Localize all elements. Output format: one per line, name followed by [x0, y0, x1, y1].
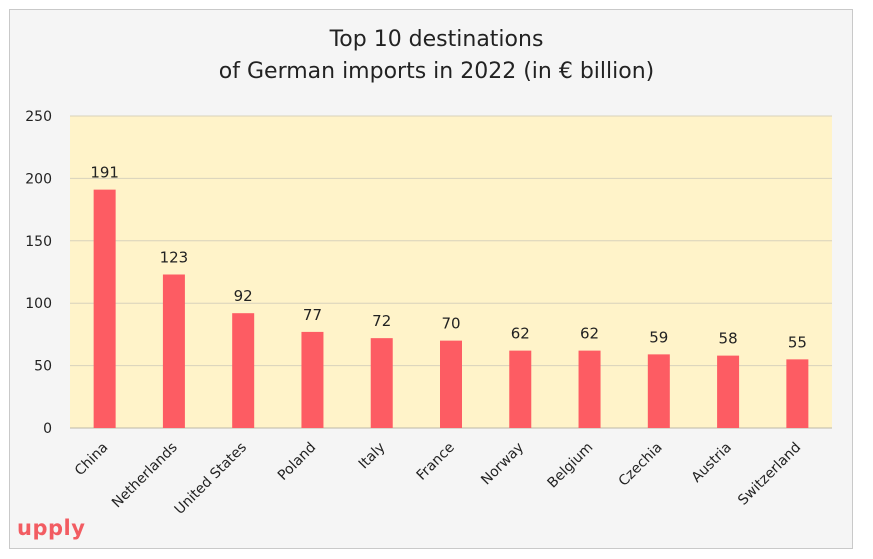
y-tick-label: 50: [34, 359, 52, 375]
x-tick-label: Norway: [478, 440, 527, 489]
y-tick-label: 150: [25, 234, 52, 250]
chart-title-line2: of German imports in 2022 (in € billion): [218, 59, 655, 84]
upply-logo: upply: [17, 516, 86, 540]
bar: [162, 274, 185, 428]
x-tick-label: Switzerland: [735, 440, 804, 509]
bar: [440, 340, 462, 428]
x-tick-label: Belgium: [544, 440, 596, 492]
x-tick-label: Czechia: [616, 440, 666, 490]
chart-title-line1: Top 10 destinations: [329, 27, 544, 52]
data-label: 77: [303, 306, 322, 324]
y-tick-label: 200: [25, 171, 52, 187]
chart-title: Top 10 destinations of German imports in…: [0, 24, 873, 88]
bar: [647, 354, 670, 428]
x-tick-label: Italy: [356, 440, 389, 473]
x-tick-label: France: [414, 440, 458, 484]
bar: [301, 331, 324, 428]
y-tick-label: 250: [25, 109, 52, 125]
x-tick-label: Poland: [275, 440, 319, 484]
x-tick-label: China: [72, 440, 112, 480]
data-label: 59: [649, 328, 668, 346]
bar: [370, 338, 393, 428]
data-label: 62: [511, 325, 530, 343]
bar: [232, 313, 255, 428]
bar: [717, 355, 740, 428]
y-tick-label: 100: [25, 296, 52, 312]
data-label: 58: [719, 330, 738, 348]
data-label: 55: [788, 333, 807, 351]
data-label: 191: [90, 164, 119, 182]
bar: [509, 350, 532, 428]
bar: [93, 189, 116, 428]
data-label: 123: [160, 248, 189, 266]
x-tick-label: Austria: [689, 440, 735, 486]
data-label: 92: [234, 287, 253, 305]
x-tick-label: Netherlands: [109, 440, 181, 512]
bar: [786, 359, 809, 428]
x-tick-label: United States: [172, 440, 250, 518]
y-tick-label: 0: [43, 421, 52, 437]
data-label: 62: [580, 325, 599, 343]
bar: [578, 350, 601, 428]
data-label: 70: [441, 315, 460, 333]
data-label: 72: [372, 312, 391, 330]
